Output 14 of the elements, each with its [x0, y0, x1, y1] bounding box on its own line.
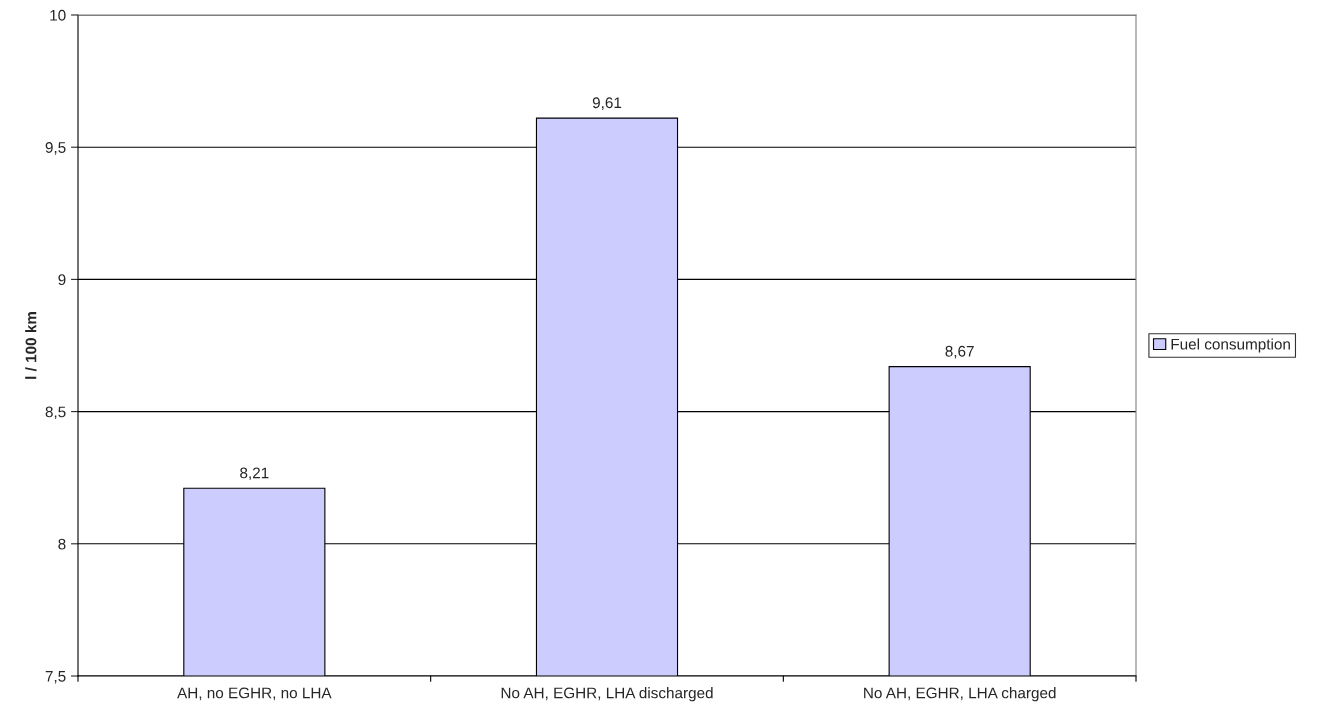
y-tick-label: 7,5 [45, 671, 66, 684]
y-tick-label: 8,5 [45, 406, 66, 420]
y-tick-label: 9,5 [45, 142, 66, 155]
x-tick-label: No AH, EGHR, LHA charged [864, 687, 1056, 702]
y-tick-label: 9 [58, 274, 66, 286]
y-axis-title: l / 100 km [25, 312, 37, 379]
legend-label: Fuel consumption [1171, 338, 1290, 353]
x-tick-label: No AH, EGHR, LHA discharged [501, 687, 713, 702]
data-label: 8,21 [240, 467, 269, 481]
data-label: 9,61 [592, 97, 622, 110]
x-tick-label: AH, no EGHR, no LHA [177, 687, 332, 701]
data-label: 8,67 [945, 345, 974, 359]
y-tick-label: 10 [50, 9, 66, 21]
y-tick-label: 8 [58, 538, 66, 550]
